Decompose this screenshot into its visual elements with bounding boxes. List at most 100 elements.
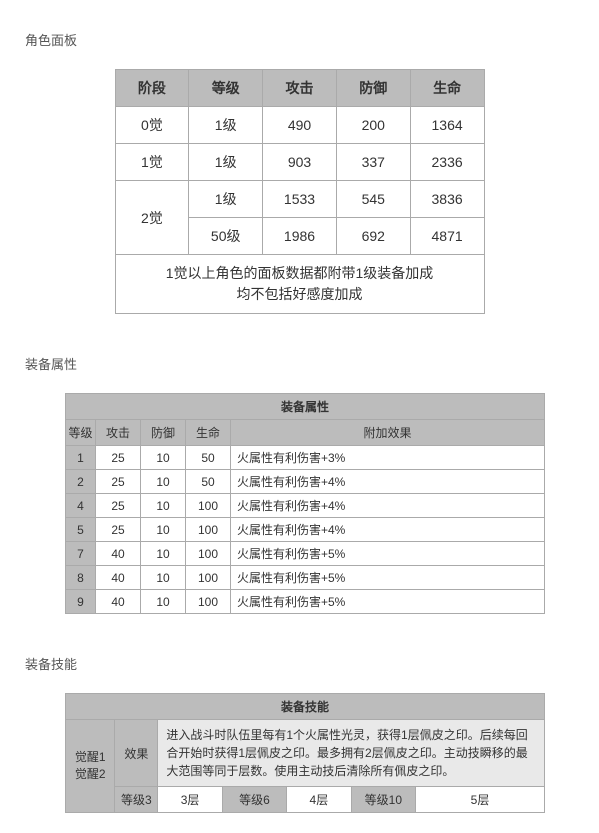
table-row: 4 25 10 100 火属性有利伤害+4% [66, 494, 545, 518]
panel-note-row: 1觉以上角色的面板数据都附带1级装备加成 均不包括好感度加成 [115, 255, 484, 314]
cell-effect: 火属性有利伤害+5% [231, 542, 545, 566]
panel-col-atk: 攻击 [263, 70, 337, 107]
panel-col-def: 防御 [336, 70, 410, 107]
cell-def: 200 [336, 107, 410, 144]
cell-level: 1级 [189, 181, 263, 218]
equip-col-hp: 生命 [186, 420, 231, 446]
table-row: 2觉 1级 1533 545 3836 [115, 181, 484, 218]
equip-skill-awake: 觉醒1 觉醒2 [66, 720, 115, 813]
cell-def: 10 [141, 590, 186, 614]
cell-stage: 2觉 [115, 181, 189, 255]
panel-table: 阶段 等级 攻击 防御 生命 0觉 1级 490 200 1364 1觉 1级 … [115, 69, 485, 314]
tier-layers: 5层 [416, 787, 545, 813]
equip-attr-title-row: 装备属性 [66, 394, 545, 420]
cell-def: 10 [141, 494, 186, 518]
cell-hp: 100 [186, 590, 231, 614]
cell-atk: 40 [96, 590, 141, 614]
cell-atk: 490 [263, 107, 337, 144]
cell-effect: 火属性有利伤害+4% [231, 470, 545, 494]
section-title-panel: 角色面板 [25, 30, 574, 49]
awake1-label: 觉醒1 [75, 750, 106, 764]
table-row: 9 40 10 100 火属性有利伤害+5% [66, 590, 545, 614]
cell-lv: 8 [66, 566, 96, 590]
tier-level: 等级6 [222, 787, 286, 813]
panel-note: 1觉以上角色的面板数据都附带1级装备加成 均不包括好感度加成 [115, 255, 484, 314]
equip-col-effect: 附加效果 [231, 420, 545, 446]
equip-skill-description: 进入战斗时队伍里每有1个火属性光灵，获得1层佩皮之印。后续每回合开始时获得1层佩… [158, 720, 545, 787]
cell-lv: 5 [66, 518, 96, 542]
cell-hp: 4871 [410, 218, 484, 255]
table-row: 1 25 10 50 火属性有利伤害+3% [66, 446, 545, 470]
equip-skill-desc-row: 觉醒1 觉醒2 效果 进入战斗时队伍里每有1个火属性光灵，获得1层佩皮之印。后续… [66, 720, 545, 787]
section-title-equip-attr: 装备属性 [25, 354, 574, 373]
equip-skill-effect-label: 效果 [115, 720, 158, 787]
cell-level: 1级 [189, 144, 263, 181]
cell-hp: 100 [186, 494, 231, 518]
cell-hp: 2336 [410, 144, 484, 181]
cell-def: 692 [336, 218, 410, 255]
equip-col-def: 防御 [141, 420, 186, 446]
table-row: 0觉 1级 490 200 1364 [115, 107, 484, 144]
cell-def: 337 [336, 144, 410, 181]
cell-def: 10 [141, 470, 186, 494]
cell-atk: 1533 [263, 181, 337, 218]
cell-atk: 25 [96, 446, 141, 470]
cell-level: 1级 [189, 107, 263, 144]
equip-skill-tier-row: 等级3 3层 等级6 4层 等级10 5层 [66, 787, 545, 813]
cell-hp: 100 [186, 566, 231, 590]
cell-lv: 9 [66, 590, 96, 614]
cell-level: 50级 [189, 218, 263, 255]
panel-header-row: 阶段 等级 攻击 防御 生命 [115, 70, 484, 107]
cell-atk: 903 [263, 144, 337, 181]
panel-col-hp: 生命 [410, 70, 484, 107]
equip-attr-header-row: 等级 攻击 防御 生命 附加效果 [66, 420, 545, 446]
cell-def: 10 [141, 542, 186, 566]
tier-layers: 4层 [287, 787, 351, 813]
cell-effect: 火属性有利伤害+5% [231, 566, 545, 590]
equip-skill-wrap: 装备技能 觉醒1 觉醒2 效果 进入战斗时队伍里每有1个火属性光灵，获得1层佩皮… [65, 693, 574, 813]
table-row: 7 40 10 100 火属性有利伤害+5% [66, 542, 545, 566]
cell-def: 545 [336, 181, 410, 218]
cell-stage: 1觉 [115, 144, 189, 181]
cell-atk: 1986 [263, 218, 337, 255]
tier-level: 等级3 [115, 787, 158, 813]
equip-col-level: 等级 [66, 420, 96, 446]
cell-lv: 7 [66, 542, 96, 566]
tier-layers: 3层 [158, 787, 222, 813]
cell-atk: 25 [96, 494, 141, 518]
table-row: 1觉 1级 903 337 2336 [115, 144, 484, 181]
cell-def: 10 [141, 566, 186, 590]
equip-attr-title: 装备属性 [66, 394, 545, 420]
equip-skill-title-row: 装备技能 [66, 694, 545, 720]
cell-lv: 1 [66, 446, 96, 470]
equip-attr-wrap: 装备属性 等级 攻击 防御 生命 附加效果 1 25 10 50 火属性有利伤害… [65, 393, 574, 614]
cell-atk: 40 [96, 566, 141, 590]
cell-atk: 25 [96, 470, 141, 494]
panel-col-stage: 阶段 [115, 70, 189, 107]
cell-stage: 0觉 [115, 107, 189, 144]
table-row: 8 40 10 100 火属性有利伤害+5% [66, 566, 545, 590]
awake2-label: 觉醒2 [75, 767, 106, 781]
cell-hp: 1364 [410, 107, 484, 144]
cell-hp: 100 [186, 542, 231, 566]
cell-def: 10 [141, 518, 186, 542]
equip-skill-table: 装备技能 觉醒1 觉醒2 效果 进入战斗时队伍里每有1个火属性光灵，获得1层佩皮… [65, 693, 545, 813]
cell-hp: 50 [186, 446, 231, 470]
tier-level: 等级10 [351, 787, 415, 813]
table-row: 2 25 10 50 火属性有利伤害+4% [66, 470, 545, 494]
table-row: 5 25 10 100 火属性有利伤害+4% [66, 518, 545, 542]
panel-note-line1: 1觉以上角色的面板数据都附带1级装备加成 [166, 265, 434, 281]
cell-def: 10 [141, 446, 186, 470]
cell-effect: 火属性有利伤害+5% [231, 590, 545, 614]
cell-effect: 火属性有利伤害+4% [231, 494, 545, 518]
cell-effect: 火属性有利伤害+3% [231, 446, 545, 470]
equip-col-atk: 攻击 [96, 420, 141, 446]
panel-note-line2: 均不包括好感度加成 [237, 286, 363, 302]
cell-hp: 100 [186, 518, 231, 542]
panel-col-level: 等级 [189, 70, 263, 107]
cell-effect: 火属性有利伤害+4% [231, 518, 545, 542]
cell-lv: 4 [66, 494, 96, 518]
cell-lv: 2 [66, 470, 96, 494]
cell-hp: 50 [186, 470, 231, 494]
section-title-equip-skill: 装备技能 [25, 654, 574, 673]
